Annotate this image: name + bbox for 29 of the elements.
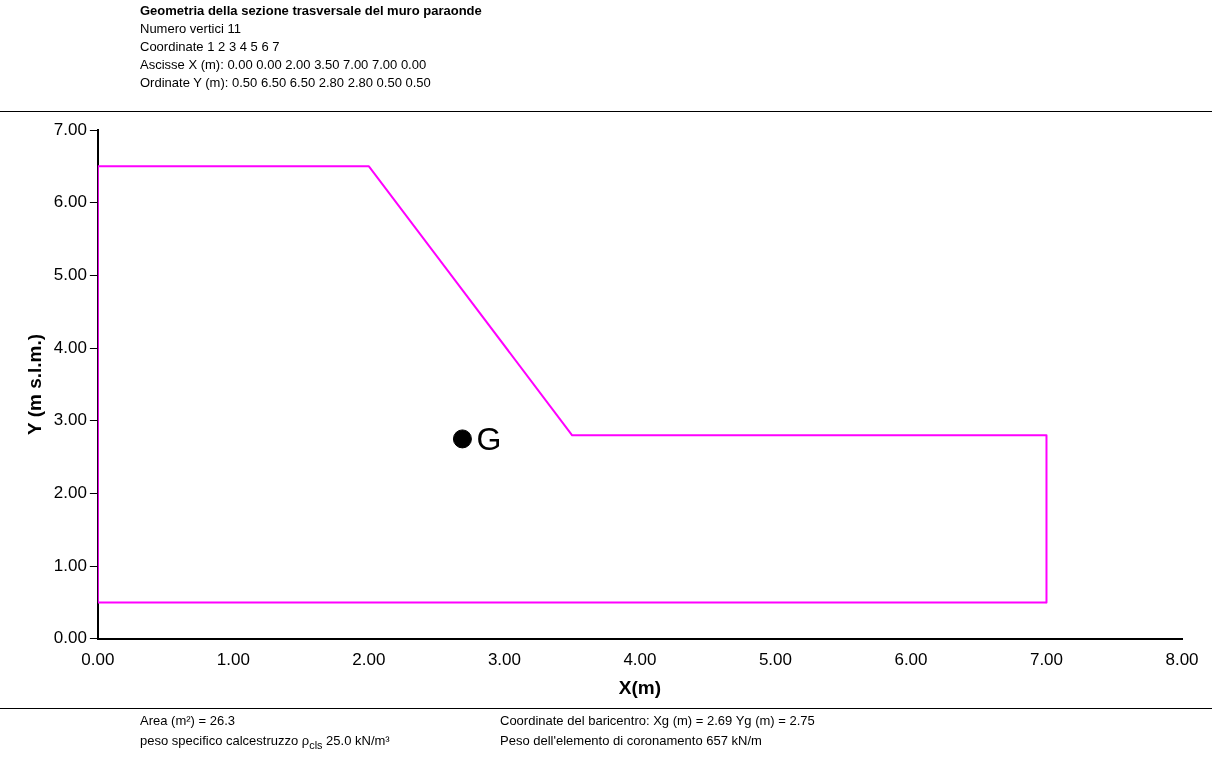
- x-axis-title: X(m): [618, 676, 662, 698]
- x-tick-label: 6.00: [894, 649, 928, 669]
- x-tick-label: 1.00: [216, 649, 250, 669]
- y-tick-label: 3.00: [53, 410, 87, 430]
- chart-title: Geometria della sezione trasversale del muro paraonde: [140, 2, 483, 20]
- y-tick-label: 4.00: [53, 337, 87, 357]
- x-tick-label: 0.00: [81, 649, 115, 669]
- text: Area (m²) = 26.3: [140, 712, 236, 730]
- text: Ordinate Y (m): 0.50 6.50 6.50 2.80 2.80 0.50 0.50: [140, 74, 432, 92]
- x-tick-label: 3.00: [487, 649, 521, 669]
- x-tick-label: 8.00: [1165, 649, 1199, 669]
- series-label: G: [476, 420, 502, 457]
- x-tick-label: 5.00: [758, 649, 792, 669]
- text: Ascisse X (m): 0.00 0.00 2.00 3.50 7.00 7.00 0.00: [140, 56, 428, 74]
- x-tick-label: 2.00: [352, 649, 386, 669]
- y-tick-label: 5.00: [53, 265, 87, 285]
- text: peso specifico calcestruzzo ρ$_{cls}$ 25.0 kN/m³: [140, 732, 391, 753]
- y-tick-label: 7.00: [53, 119, 87, 139]
- y-tick-label: 2.00: [53, 483, 87, 503]
- y-tick-label: 0.00: [53, 628, 87, 648]
- text: Numero vertici 11: [140, 20, 242, 38]
- y-axis-title: Y (m s.l.m.): [23, 333, 45, 435]
- text: Coordinate 1 2 3 4 5 6 7: [140, 38, 281, 56]
- text: Peso dell'elemento di coronamento 657 kN/m: [500, 732, 763, 750]
- x-tick-label: 7.00: [1029, 649, 1064, 669]
- y-tick-label: 6.00: [53, 192, 87, 212]
- text: Coordinate del baricentro: Xg (m) = 2.69 Yg (m) = 2.75: [500, 712, 816, 730]
- y-tick-label: 1.00: [53, 555, 87, 575]
- x-tick-label: 4.00: [623, 649, 657, 669]
